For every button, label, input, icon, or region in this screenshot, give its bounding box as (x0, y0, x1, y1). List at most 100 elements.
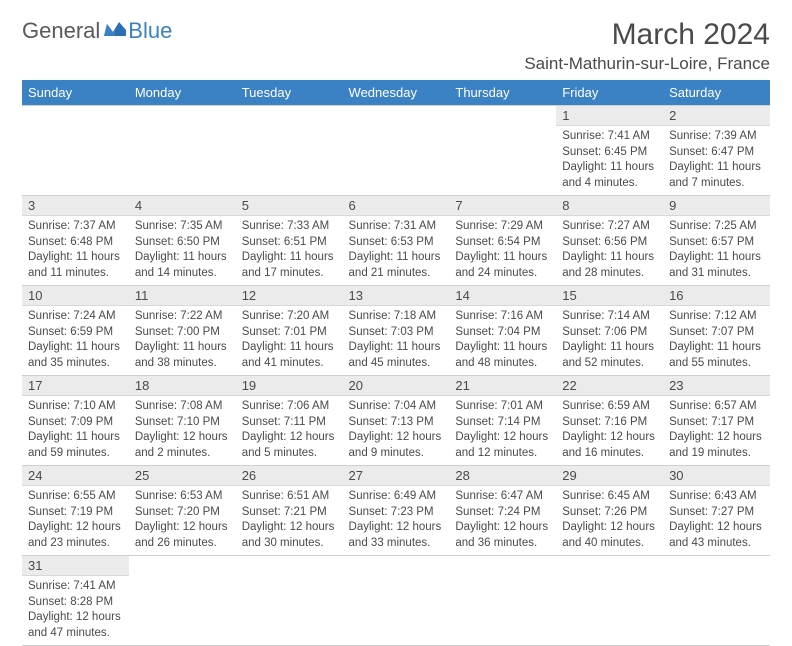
title-block: March 2024 Saint-Mathurin-sur-Loire, Fra… (524, 18, 770, 74)
day-data: Sunrise: 6:47 AMSunset: 7:24 PMDaylight:… (449, 486, 556, 555)
day-data-line: Sunrise: 7:06 AM (242, 399, 337, 415)
empty-cell (449, 106, 556, 196)
day-data: Sunrise: 7:22 AMSunset: 7:00 PMDaylight:… (129, 306, 236, 375)
day-data-line: Sunset: 7:16 PM (562, 415, 657, 431)
empty-cell (343, 106, 450, 196)
day-data-line: Sunset: 7:24 PM (455, 505, 550, 521)
day-cell: 12Sunrise: 7:20 AMSunset: 7:01 PMDayligh… (236, 286, 343, 376)
day-data-line: Sunset: 8:28 PM (28, 595, 123, 611)
day-data-line: Sunrise: 6:43 AM (669, 489, 764, 505)
day-data-line: and 38 minutes. (135, 356, 230, 372)
day-cell: 3Sunrise: 7:37 AMSunset: 6:48 PMDaylight… (22, 196, 129, 286)
day-header: Friday (556, 80, 663, 106)
day-data-line: Sunset: 7:10 PM (135, 415, 230, 431)
day-data-line: and 30 minutes. (242, 536, 337, 552)
day-data: Sunrise: 7:18 AMSunset: 7:03 PMDaylight:… (343, 306, 450, 375)
day-data-line: and 11 minutes. (28, 266, 123, 282)
day-data-line: Daylight: 11 hours (669, 340, 764, 356)
day-data-line: Sunset: 7:21 PM (242, 505, 337, 521)
day-data-line: Sunrise: 7:18 AM (349, 309, 444, 325)
day-data: Sunrise: 6:43 AMSunset: 7:27 PMDaylight:… (663, 486, 770, 555)
day-header: Tuesday (236, 80, 343, 106)
day-data-line: and 52 minutes. (562, 356, 657, 372)
day-cell: 25Sunrise: 6:53 AMSunset: 7:20 PMDayligh… (129, 466, 236, 556)
calendar-row: 1Sunrise: 7:41 AMSunset: 6:45 PMDaylight… (22, 106, 770, 196)
day-data-line: Sunrise: 7:27 AM (562, 219, 657, 235)
day-data: Sunrise: 6:53 AMSunset: 7:20 PMDaylight:… (129, 486, 236, 555)
day-cell: 31Sunrise: 7:41 AMSunset: 8:28 PMDayligh… (22, 556, 129, 646)
day-number: 27 (343, 466, 450, 486)
day-data: Sunrise: 7:27 AMSunset: 6:56 PMDaylight:… (556, 216, 663, 285)
day-data-line: Daylight: 11 hours (562, 340, 657, 356)
day-data-line: Sunrise: 7:31 AM (349, 219, 444, 235)
day-data: Sunrise: 6:57 AMSunset: 7:17 PMDaylight:… (663, 396, 770, 465)
day-data-line: Daylight: 11 hours (28, 340, 123, 356)
month-title: March 2024 (524, 18, 770, 52)
day-data-line: Sunrise: 6:49 AM (349, 489, 444, 505)
day-data: Sunrise: 7:33 AMSunset: 6:51 PMDaylight:… (236, 216, 343, 285)
day-data: Sunrise: 7:39 AMSunset: 6:47 PMDaylight:… (663, 126, 770, 195)
day-data-line: Daylight: 12 hours (242, 520, 337, 536)
day-data: Sunrise: 7:04 AMSunset: 7:13 PMDaylight:… (343, 396, 450, 465)
day-data: Sunrise: 7:14 AMSunset: 7:06 PMDaylight:… (556, 306, 663, 375)
day-cell: 22Sunrise: 6:59 AMSunset: 7:16 PMDayligh… (556, 376, 663, 466)
day-data-line: Sunset: 6:50 PM (135, 235, 230, 251)
day-data: Sunrise: 7:35 AMSunset: 6:50 PMDaylight:… (129, 216, 236, 285)
day-data-line: Daylight: 12 hours (562, 430, 657, 446)
day-data-line: Daylight: 11 hours (242, 250, 337, 266)
day-data-line: and 41 minutes. (242, 356, 337, 372)
day-data-line: Daylight: 11 hours (669, 250, 764, 266)
day-cell: 1Sunrise: 7:41 AMSunset: 6:45 PMDaylight… (556, 106, 663, 196)
day-data: Sunrise: 7:01 AMSunset: 7:14 PMDaylight:… (449, 396, 556, 465)
day-data-line: and 35 minutes. (28, 356, 123, 372)
day-data-line: Sunrise: 7:25 AM (669, 219, 764, 235)
empty-cell (663, 556, 770, 646)
day-header: Saturday (663, 80, 770, 106)
day-data-line: Sunset: 6:56 PM (562, 235, 657, 251)
day-data-line: and 21 minutes. (349, 266, 444, 282)
day-data-line: Daylight: 11 hours (349, 250, 444, 266)
day-data-line: Sunrise: 6:51 AM (242, 489, 337, 505)
day-data-line: Sunrise: 7:04 AM (349, 399, 444, 415)
day-data-line: and 12 minutes. (455, 446, 550, 462)
day-data-line: Sunrise: 6:45 AM (562, 489, 657, 505)
day-data-line: and 19 minutes. (669, 446, 764, 462)
day-number: 1 (556, 106, 663, 126)
empty-cell (236, 106, 343, 196)
logo-text-2: Blue (128, 18, 172, 44)
day-data: Sunrise: 7:31 AMSunset: 6:53 PMDaylight:… (343, 216, 450, 285)
day-number: 28 (449, 466, 556, 486)
day-data-line: and 55 minutes. (669, 356, 764, 372)
day-cell: 21Sunrise: 7:01 AMSunset: 7:14 PMDayligh… (449, 376, 556, 466)
day-data-line: Sunset: 7:00 PM (135, 325, 230, 341)
day-data-line: and 26 minutes. (135, 536, 230, 552)
day-data-line: Sunset: 6:59 PM (28, 325, 123, 341)
day-data-line: Daylight: 12 hours (562, 520, 657, 536)
day-number: 15 (556, 286, 663, 306)
day-number: 18 (129, 376, 236, 396)
day-data-line: Daylight: 11 hours (349, 340, 444, 356)
day-data-line: Sunset: 7:19 PM (28, 505, 123, 521)
day-number: 3 (22, 196, 129, 216)
day-data-line: and 9 minutes. (349, 446, 444, 462)
day-number: 8 (556, 196, 663, 216)
day-data-line: Daylight: 12 hours (28, 610, 123, 626)
day-data-line: Sunset: 7:04 PM (455, 325, 550, 341)
day-data-line: and 14 minutes. (135, 266, 230, 282)
day-cell: 9Sunrise: 7:25 AMSunset: 6:57 PMDaylight… (663, 196, 770, 286)
day-data-line: Sunset: 7:27 PM (669, 505, 764, 521)
day-number: 7 (449, 196, 556, 216)
day-data-line: Sunrise: 7:35 AM (135, 219, 230, 235)
day-data-line: Daylight: 12 hours (349, 520, 444, 536)
day-data: Sunrise: 7:08 AMSunset: 7:10 PMDaylight:… (129, 396, 236, 465)
day-number: 25 (129, 466, 236, 486)
day-data-line: Sunrise: 7:01 AM (455, 399, 550, 415)
day-data-line: Sunset: 7:01 PM (242, 325, 337, 341)
day-data-line: Sunrise: 7:41 AM (28, 579, 123, 595)
header: General Blue March 2024 Saint-Mathurin-s… (22, 18, 770, 74)
day-data-line: Sunset: 6:45 PM (562, 145, 657, 161)
day-data-line: Sunset: 6:48 PM (28, 235, 123, 251)
day-number: 19 (236, 376, 343, 396)
day-number: 29 (556, 466, 663, 486)
day-data-line: Sunrise: 7:20 AM (242, 309, 337, 325)
